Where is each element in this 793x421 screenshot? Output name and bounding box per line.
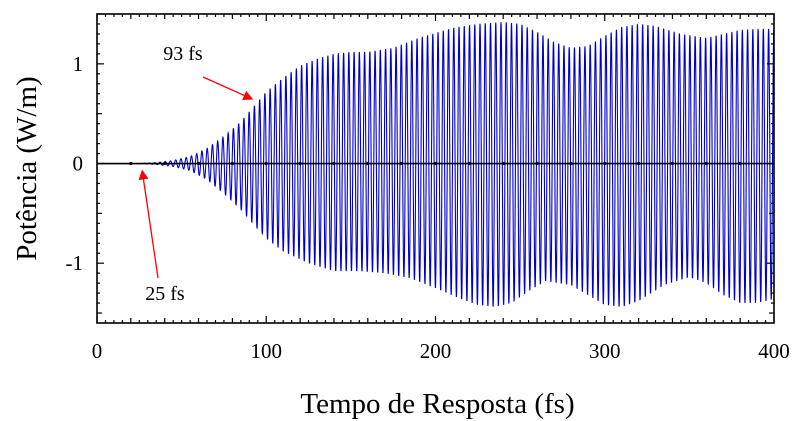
labels: 0 100 200 300 400 1 0 -1 Tempo de Resposta (fs) P… <box>11 43 790 420</box>
baseline-tick-dot <box>670 161 675 166</box>
baseline-tick-dot <box>298 161 302 166</box>
baseline-tick-dot <box>366 161 370 166</box>
baseline-tick-dot <box>704 161 708 166</box>
baseline-tick-dot <box>264 161 268 166</box>
annotation-93fs-label: 93 fs <box>163 43 203 65</box>
baseline-tick-dot <box>163 161 167 166</box>
baseline-tick-dot <box>569 161 573 166</box>
baseline-tick-dot <box>501 161 505 166</box>
annotation-25fs-arrow <box>138 169 159 279</box>
signal-series <box>97 22 775 307</box>
baseline-tick-dot <box>230 161 234 166</box>
annotation-25fs-label: 25 fs <box>145 283 185 305</box>
baseline-tick-dot <box>603 161 607 166</box>
y-axis-title: Potência (W/m) <box>11 76 43 260</box>
baseline-tick-dot <box>433 161 438 166</box>
signal-line <box>97 22 775 307</box>
y-tick-label: 0 <box>73 152 84 176</box>
x-tick-label: 300 <box>589 339 621 363</box>
baseline-tick-dot <box>196 161 201 166</box>
x-tick-label: 400 <box>758 339 790 363</box>
annotation-93fs-arrow <box>202 76 254 101</box>
baseline-tick-dot <box>332 161 336 166</box>
baseline-tick-dot <box>738 161 742 166</box>
baseline-tick-dot <box>535 161 539 166</box>
baseline-tick-dot <box>637 161 641 166</box>
x-tick-label: 100 <box>251 339 283 363</box>
x-axis-title: Tempo de Resposta (fs) <box>300 388 574 420</box>
x-tick-label: 0 <box>92 339 103 363</box>
axes <box>96 13 775 324</box>
x-tick-label: 200 <box>420 339 452 363</box>
y-tick-label: -1 <box>66 251 84 275</box>
y-tick-label: 1 <box>73 52 84 76</box>
baseline-tick-dot <box>467 161 471 166</box>
baseline-tick-dot <box>129 161 133 166</box>
baseline-tick-dot <box>400 161 404 166</box>
